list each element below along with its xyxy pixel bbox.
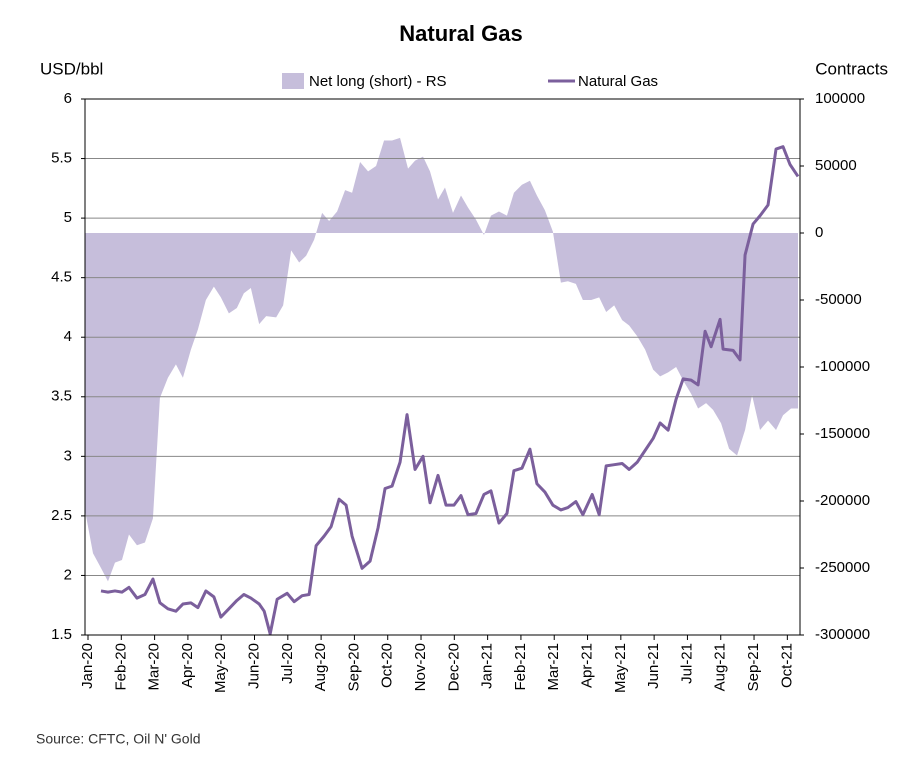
x-tick-label: May-21 bbox=[612, 643, 629, 693]
y2-tick-label: -300000 bbox=[815, 626, 870, 643]
y-tick-label: 6 bbox=[64, 90, 72, 107]
x-tick-label: Sep-20 bbox=[345, 643, 362, 691]
legend-label: Net long (short) - RS bbox=[309, 73, 447, 90]
y2-tick-label: -250000 bbox=[815, 559, 870, 576]
x-tick-label: May-20 bbox=[212, 643, 229, 693]
y2-tick-label: -50000 bbox=[815, 291, 862, 308]
y-tick-label: 4.5 bbox=[51, 269, 72, 286]
y-tick-label: 5 bbox=[64, 209, 72, 226]
x-tick-label: Feb-20 bbox=[112, 643, 129, 691]
y2-tick-label: -200000 bbox=[815, 492, 870, 509]
x-tick-label: Oct-20 bbox=[379, 643, 396, 688]
x-tick-label: Mar-21 bbox=[545, 643, 562, 691]
x-tick-label: Oct-21 bbox=[778, 643, 795, 688]
y2-axis-label: Contracts bbox=[815, 59, 888, 78]
x-tick-label: Jun-21 bbox=[645, 643, 662, 689]
x-tick-label: Dec-20 bbox=[445, 643, 462, 691]
x-tick-label: Feb-21 bbox=[512, 643, 529, 691]
y-axis-label: USD/bbl bbox=[40, 59, 103, 78]
x-tick-label: Jan-20 bbox=[79, 643, 96, 689]
legend-label: Natural Gas bbox=[578, 73, 658, 90]
y2-tick-label: 0 bbox=[815, 224, 823, 241]
y2-tick-label: -100000 bbox=[815, 358, 870, 375]
x-tick-label: Apr-21 bbox=[579, 643, 596, 688]
x-tick-label: Apr-20 bbox=[179, 643, 196, 688]
y-tick-label: 3 bbox=[64, 447, 72, 464]
x-tick-label: Jan-21 bbox=[479, 643, 496, 689]
y-tick-label: 1.5 bbox=[51, 626, 72, 643]
source-note: Source: CFTC, Oil N' Gold bbox=[36, 731, 201, 747]
plot-frame bbox=[84, 98, 801, 636]
y-tick-label: 4 bbox=[64, 328, 72, 345]
chart-title: Natural Gas bbox=[399, 21, 523, 46]
x-tick-label: Sep-21 bbox=[745, 643, 762, 691]
x-tick-label: Jul-20 bbox=[279, 643, 296, 684]
line-series bbox=[100, 145, 800, 636]
x-tick-label: Jul-21 bbox=[678, 643, 695, 684]
y-tick-label: 2.5 bbox=[51, 507, 72, 524]
y-tick-label: 2 bbox=[64, 566, 72, 583]
y2-tick-label: -150000 bbox=[815, 425, 870, 442]
y2-tick-label: 50000 bbox=[815, 157, 857, 174]
legend-swatch bbox=[282, 73, 304, 89]
area-series bbox=[85, 137, 799, 582]
x-tick-label: Aug-21 bbox=[712, 643, 729, 691]
y-tick-label: 5.5 bbox=[51, 150, 72, 167]
x-tick-label: Aug-20 bbox=[312, 643, 329, 691]
y2-tick-label: 100000 bbox=[815, 90, 865, 107]
y-tick-label: 3.5 bbox=[51, 388, 72, 405]
x-tick-label: Mar-20 bbox=[146, 643, 163, 691]
x-tick-label: Jun-20 bbox=[245, 643, 262, 689]
x-tick-label: Nov-20 bbox=[412, 643, 429, 691]
